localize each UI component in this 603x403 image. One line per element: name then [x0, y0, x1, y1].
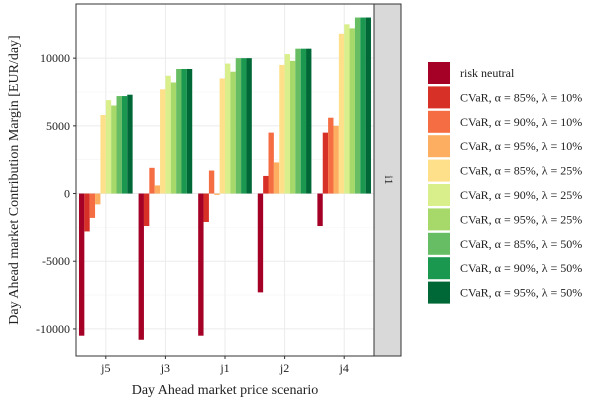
- legend-item: CVaR, α = 95%, λ = 25%: [428, 208, 582, 231]
- legend-item: CVaR, α = 90%, λ = 25%: [428, 184, 582, 206]
- bar: [214, 193, 220, 195]
- y-tick-label: -5000: [42, 254, 70, 268]
- legend-item: CVaR, α = 85%, λ = 10%: [428, 86, 582, 109]
- bar: [111, 105, 117, 194]
- bar: [279, 64, 285, 194]
- bar: [143, 193, 150, 227]
- legend-label: risk neutral: [460, 66, 515, 80]
- bar: [154, 185, 161, 194]
- bar: [284, 54, 290, 194]
- bar: [235, 58, 242, 194]
- legend-swatch: [428, 110, 450, 133]
- bar: [246, 58, 252, 194]
- bar: [344, 24, 350, 194]
- x-tick-label: j4: [339, 361, 349, 375]
- bar: [322, 132, 329, 194]
- x-tick-label: j3: [160, 361, 170, 375]
- bar: [89, 193, 96, 218]
- bar: [208, 170, 215, 194]
- bar: [176, 68, 182, 194]
- bar: [360, 17, 366, 194]
- bar: [257, 193, 264, 293]
- bar: [127, 94, 133, 194]
- bar: [349, 28, 355, 194]
- x-axis-ticks: j5 j3 j1 j2 j4: [100, 356, 349, 375]
- bar: [121, 96, 128, 194]
- legend-swatch: [428, 232, 450, 255]
- legend-item: CVaR, α = 90%, λ = 50%: [428, 257, 582, 280]
- bar: [241, 58, 247, 194]
- legend-label: CVaR, α = 85%, λ = 25%: [460, 164, 582, 178]
- bar: [338, 33, 345, 194]
- legend-label: CVaR, α = 85%, λ = 10%: [460, 90, 582, 104]
- bar: [116, 96, 122, 194]
- bar: [105, 100, 112, 194]
- y-tick-label: 0: [64, 187, 70, 201]
- legend-item: CVaR, α = 95%, λ = 10%: [428, 135, 582, 158]
- legend-swatch: [428, 135, 450, 158]
- bar: [149, 167, 155, 194]
- bar: [328, 117, 334, 194]
- bar: [365, 17, 372, 194]
- bar: [268, 132, 274, 194]
- legend-label: CVaR, α = 90%, λ = 10%: [460, 115, 582, 129]
- x-tick-label: j2: [279, 361, 289, 375]
- bar: [273, 162, 280, 194]
- x-tick-label: j1: [219, 361, 229, 375]
- bar: [160, 89, 166, 194]
- bar: [186, 68, 193, 194]
- bar: [203, 193, 209, 222]
- bar: [95, 193, 101, 205]
- legend-swatch: [428, 257, 450, 280]
- bar: [295, 48, 301, 194]
- bar: [181, 68, 187, 194]
- bar: [354, 17, 361, 194]
- x-axis-title: Day Ahead market price scenario: [132, 383, 319, 398]
- bar: [263, 175, 269, 194]
- legend-swatch: [428, 184, 450, 206]
- legend-swatch: [428, 208, 450, 231]
- bar: [317, 193, 323, 227]
- bar: [219, 78, 225, 194]
- legend-item: CVaR, α = 85%, λ = 50%: [428, 232, 582, 255]
- bar: [289, 60, 296, 194]
- bar: [170, 82, 177, 194]
- legend-label: CVaR, α = 95%, λ = 50%: [460, 286, 582, 300]
- y-tick-label: 5000: [46, 119, 70, 133]
- legend-swatch: [428, 159, 450, 182]
- legend-label: CVaR, α = 95%, λ = 25%: [460, 212, 582, 226]
- bar: [306, 48, 312, 194]
- legend-label: CVaR, α = 90%, λ = 25%: [460, 188, 582, 202]
- legend-item: risk neutral: [428, 62, 515, 84]
- bar: [165, 75, 171, 194]
- bar: [78, 193, 85, 336]
- legend-label: CVaR, α = 90%, λ = 50%: [460, 261, 582, 275]
- legend-item: CVaR, α = 90%, λ = 10%: [428, 110, 582, 133]
- legend-item: CVaR, α = 95%, λ = 50%: [428, 281, 582, 304]
- bar: [84, 193, 90, 232]
- y-axis-title: Day Ahead market Contribution Margin [EU…: [7, 35, 22, 324]
- bar: [225, 63, 231, 194]
- bar: [100, 115, 106, 194]
- bars-group: [78, 17, 372, 340]
- x-tick-label: j5: [100, 361, 110, 375]
- legend: risk neutral CVaR, α = 85%, λ = 10% CVaR, …: [428, 62, 582, 304]
- y-axis-ticks: -10000 -5000 0 5000 10000: [36, 51, 76, 336]
- legend-label: CVaR, α = 95%, λ = 10%: [460, 139, 582, 153]
- y-tick-label: 10000: [40, 51, 70, 65]
- legend-swatch: [428, 281, 450, 304]
- bar: [333, 125, 339, 194]
- legend-swatch: [428, 86, 450, 109]
- legend-swatch: [428, 62, 450, 84]
- legend-label: CVaR, α = 85%, λ = 50%: [460, 237, 582, 251]
- bar: [138, 193, 144, 340]
- legend-item: CVaR, α = 85%, λ = 25%: [428, 159, 582, 182]
- facet-strip: [373, 3, 402, 357]
- bar: [198, 193, 204, 336]
- bar: [230, 71, 236, 194]
- bar: [300, 48, 307, 194]
- y-tick-label: -10000: [36, 322, 70, 336]
- facet-strip-label: i1: [382, 175, 396, 184]
